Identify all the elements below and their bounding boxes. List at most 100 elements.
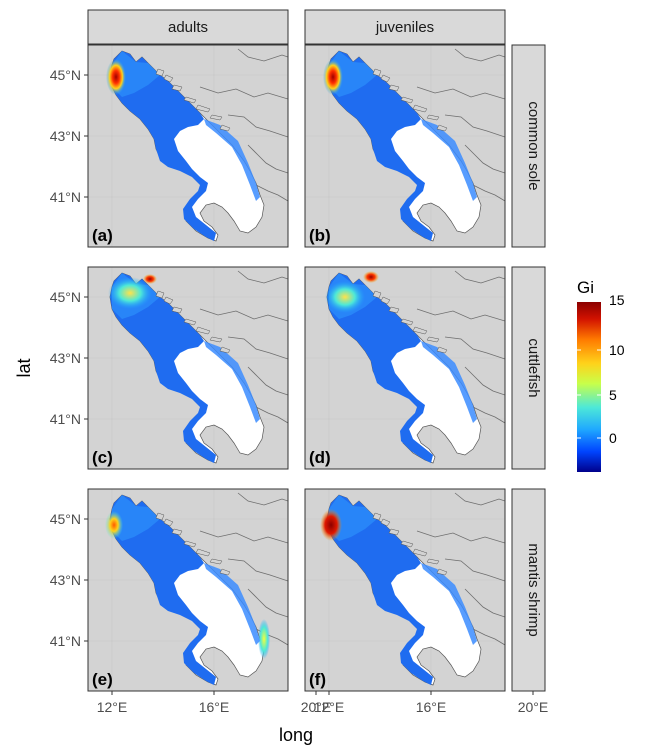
- island: [372, 290, 382, 299]
- map-panel-content: [88, 489, 288, 691]
- country-border: [416, 86, 505, 100]
- country-border: [247, 588, 288, 618]
- country-border: [464, 588, 505, 618]
- country-border: [416, 530, 505, 544]
- panel-label: (e): [92, 670, 113, 689]
- country-border: [464, 366, 505, 396]
- country-border: [237, 48, 288, 62]
- row-strip-bg: [511, 44, 546, 248]
- island: [372, 68, 382, 77]
- panel-border: [87, 44, 289, 248]
- island: [436, 346, 448, 354]
- island: [412, 548, 428, 557]
- map-panel-content: [305, 267, 505, 469]
- hotspot: [143, 274, 157, 284]
- column-strip-label: juveniles: [375, 19, 434, 36]
- island: [380, 74, 391, 83]
- row-strip-bg: [511, 266, 546, 470]
- country-border: [199, 86, 288, 100]
- legend-tick-label: 10: [609, 342, 625, 358]
- row-strip: common sole: [511, 44, 546, 248]
- map-panel: (d): [304, 266, 506, 470]
- country-border: [444, 114, 505, 138]
- row-strip: cuttlefish: [511, 266, 546, 470]
- row-strip-label: cuttlefish: [525, 338, 542, 397]
- island: [412, 104, 428, 113]
- island: [436, 124, 448, 132]
- island: [209, 336, 223, 343]
- island: [388, 84, 400, 92]
- island: [426, 336, 440, 343]
- country-border: [247, 366, 288, 396]
- country-border: [199, 530, 288, 544]
- island: [400, 318, 414, 326]
- gi-surface: [327, 51, 433, 241]
- country-border: [255, 184, 288, 202]
- column-strip: adults: [87, 9, 289, 45]
- map-panel-content: [88, 267, 288, 469]
- hotspot: [363, 271, 379, 283]
- legend-tick-label: 5: [609, 387, 617, 403]
- island: [195, 104, 211, 113]
- column-strip-label: adults: [168, 19, 208, 36]
- map-panel: (e): [87, 488, 289, 692]
- country-border: [237, 492, 288, 506]
- map-panel: (f): [304, 488, 506, 692]
- hotspot: [258, 619, 270, 659]
- island: [155, 290, 165, 299]
- y-tick-label: 41°N: [50, 189, 81, 205]
- panel-label: (b): [309, 226, 331, 245]
- y-tick-label: 43°N: [50, 350, 81, 366]
- gi-surface-east: [421, 119, 477, 201]
- panel-border: [304, 44, 506, 248]
- island: [171, 306, 183, 314]
- island: [163, 296, 174, 305]
- island: [219, 124, 231, 132]
- x-tick-label: 16°E: [199, 699, 230, 715]
- y-tick-label: 43°N: [50, 572, 81, 588]
- legend-tick-label: 0: [609, 430, 617, 446]
- island: [163, 74, 174, 83]
- gi-surface-east: [421, 341, 477, 423]
- map-panel-content: [305, 45, 505, 247]
- row-strip: mantis shrimp: [511, 488, 546, 692]
- column-strip-bg: [87, 9, 289, 45]
- island: [426, 114, 440, 121]
- panel-label: (c): [92, 448, 113, 467]
- map-panel-content: [88, 45, 288, 247]
- y-tick-label: 41°N: [50, 411, 81, 427]
- gi-surface-north: [112, 495, 160, 541]
- panel-label: (a): [92, 226, 113, 245]
- x-tick-label: 20°E: [518, 699, 549, 715]
- country-border: [227, 336, 288, 360]
- island: [209, 114, 223, 121]
- island: [183, 540, 197, 548]
- hotspot: [108, 277, 152, 309]
- island: [209, 558, 223, 565]
- island: [388, 528, 400, 536]
- y-tick-label: 45°N: [50, 289, 81, 305]
- gi-surface-east: [421, 563, 477, 645]
- x-tick-label: 20°E: [301, 699, 332, 715]
- hotspot: [105, 511, 123, 539]
- country-border: [416, 308, 505, 322]
- panel-label: (f): [309, 670, 326, 689]
- island: [372, 512, 382, 521]
- country-border: [464, 144, 505, 174]
- map-panel: (c): [87, 266, 289, 470]
- y-tick-label: 43°N: [50, 128, 81, 144]
- map-panel: (a): [87, 44, 289, 248]
- gi-surface-east: [204, 119, 260, 201]
- island: [219, 568, 231, 576]
- island: [155, 68, 165, 77]
- country-border: [227, 114, 288, 138]
- country-border: [199, 308, 288, 322]
- panel-border: [87, 266, 289, 470]
- island: [426, 558, 440, 565]
- island: [163, 518, 174, 527]
- panel-border: [304, 266, 506, 470]
- x-tick-label: 16°E: [416, 699, 447, 715]
- hotspot: [323, 59, 343, 95]
- country-border: [444, 336, 505, 360]
